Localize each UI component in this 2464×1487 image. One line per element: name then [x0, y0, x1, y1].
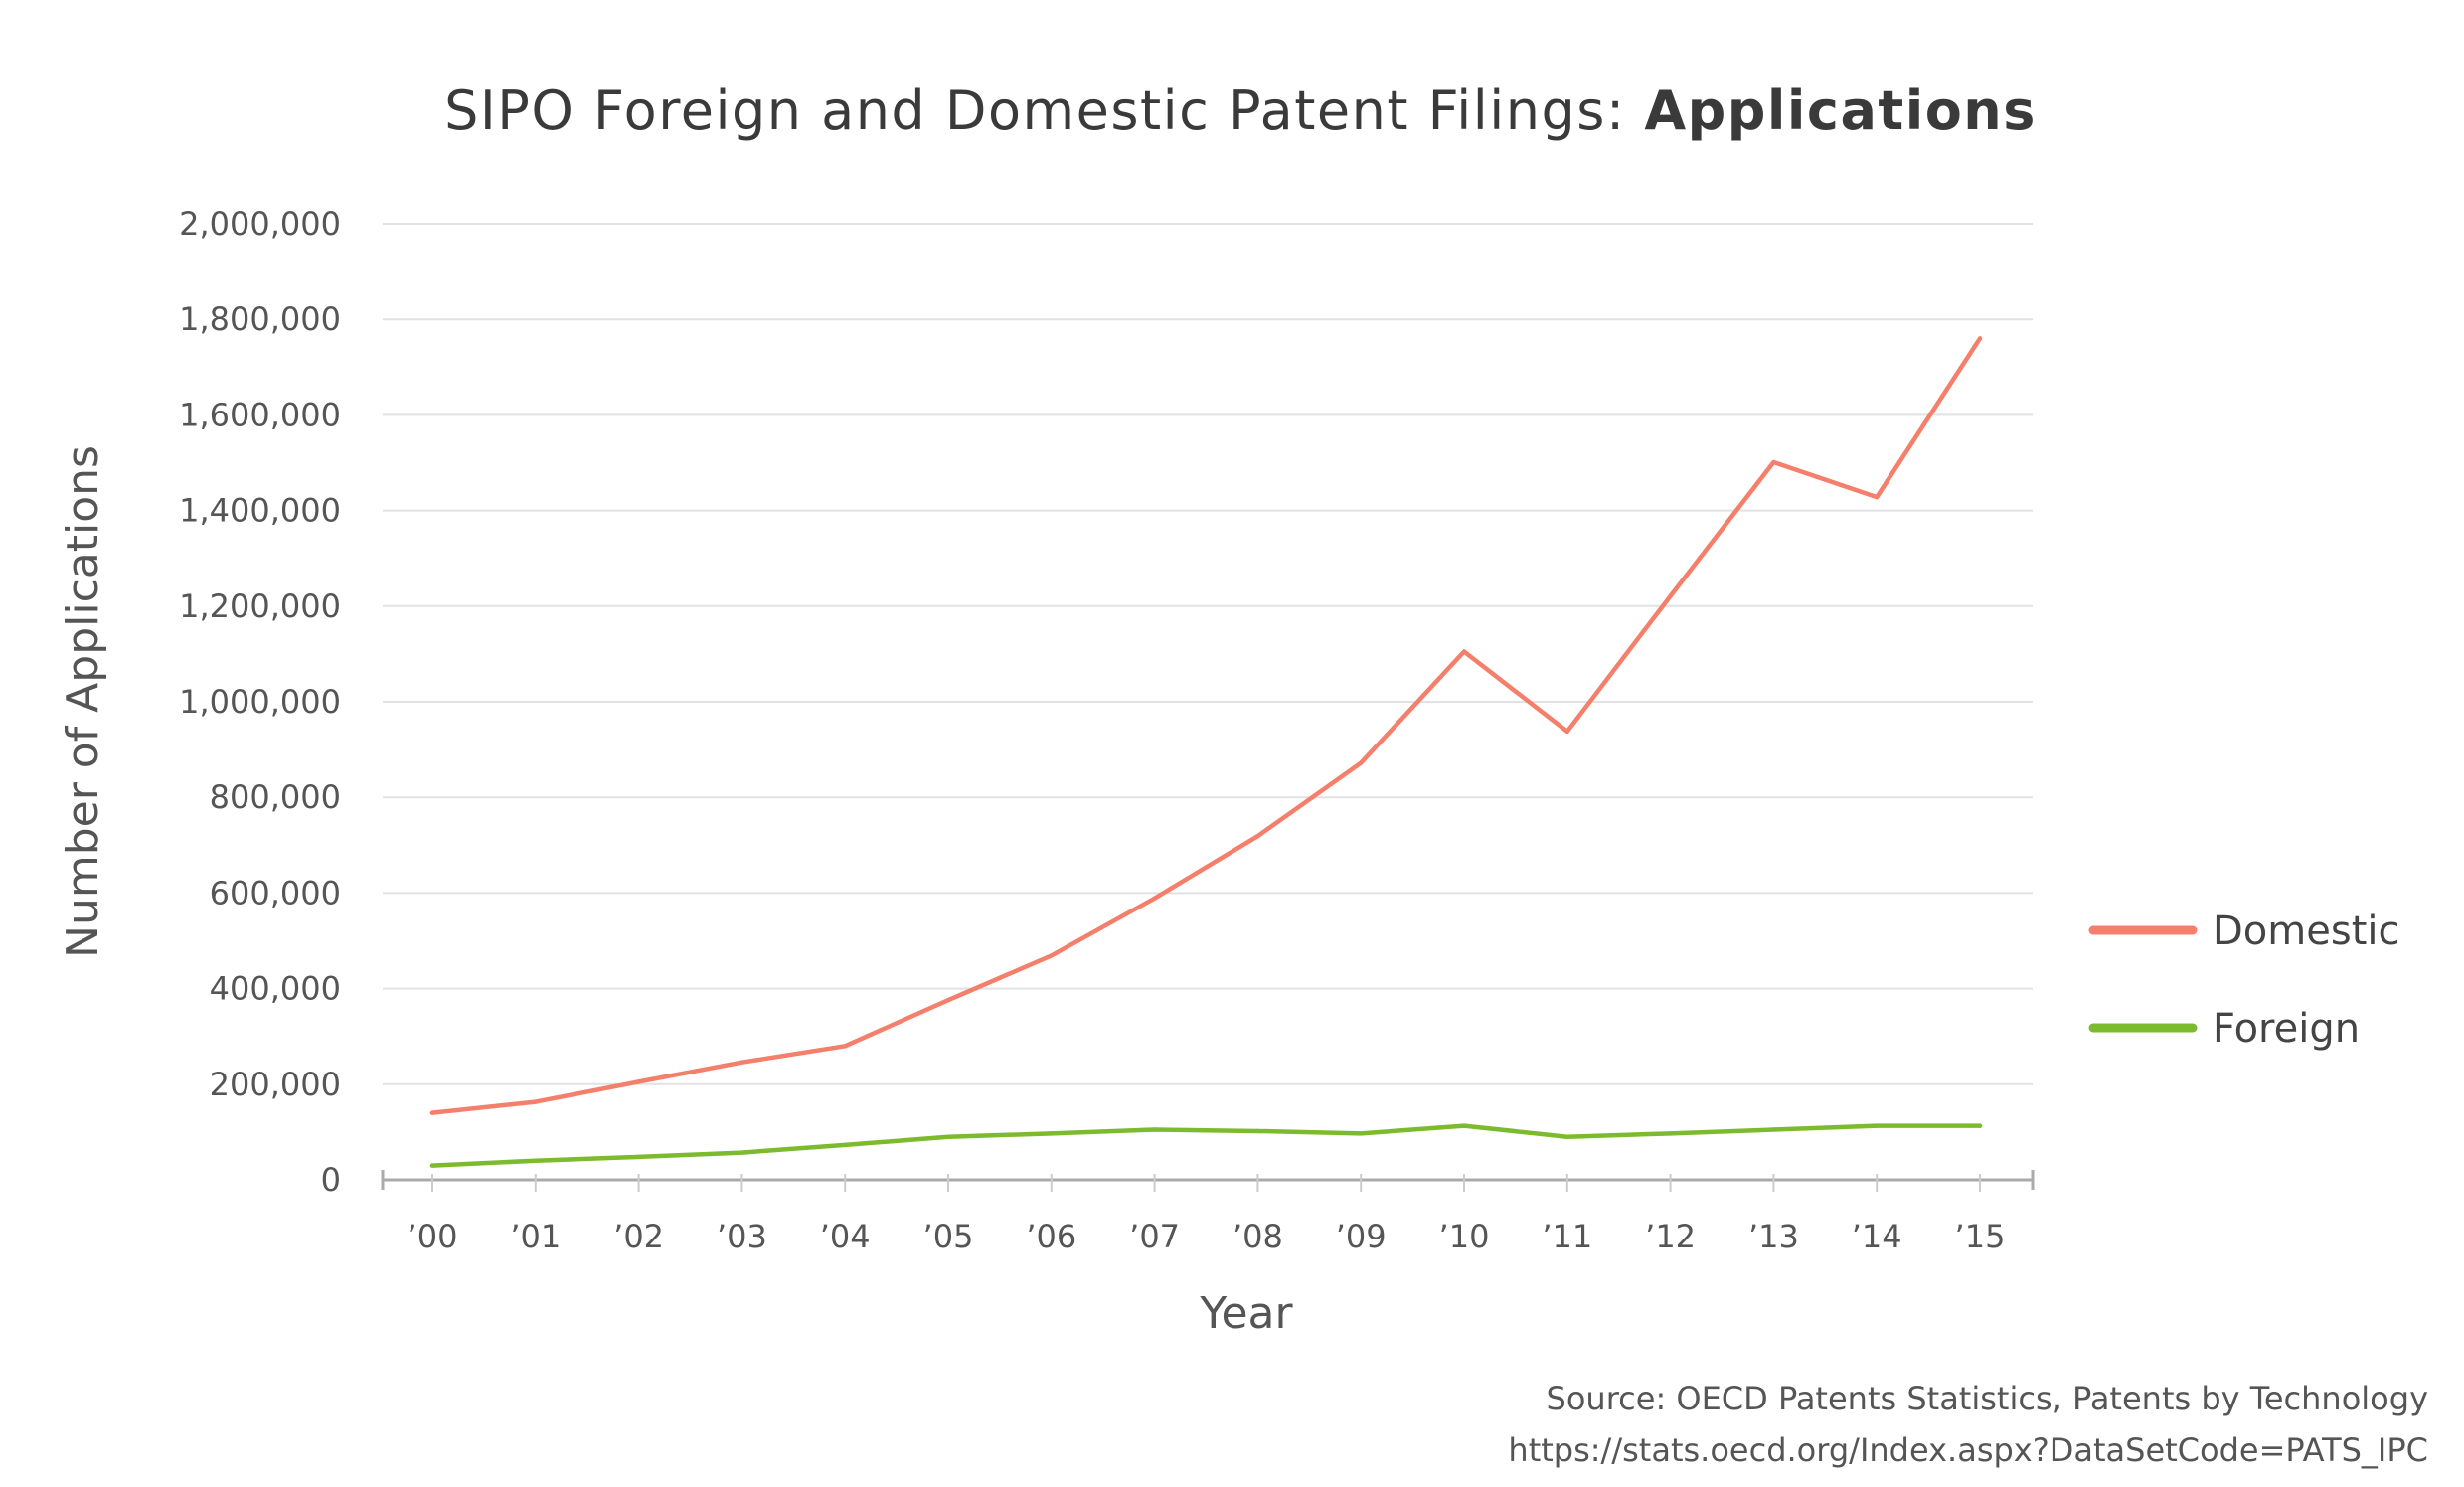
series-line-domestic: [429, 336, 1983, 1115]
series-lines: [429, 336, 1983, 1168]
y-axis-ticks: 0 200,000 400,000 600,000 800,000 1,000,000 1,…: [179, 205, 341, 1199]
data-point-foreign: [1152, 1127, 1157, 1132]
legend-label-domestic: Domestic: [2213, 909, 2399, 954]
data-point-foreign: [1359, 1131, 1364, 1136]
data-point-foreign: [636, 1154, 641, 1160]
y-tick-label: 800,000: [210, 778, 341, 816]
data-point-foreign: [1255, 1128, 1260, 1134]
x-tick-label: ’03: [717, 1218, 767, 1255]
y-tick-label: 200,000: [210, 1066, 341, 1103]
data-point-domestic: [1668, 593, 1673, 598]
y-tick-label: 1,400,000: [179, 492, 341, 530]
x-axis-label: Year: [1199, 1288, 1293, 1339]
y-tick-label: 1,000,000: [179, 683, 341, 721]
data-point-foreign: [1564, 1134, 1570, 1139]
x-tick-label: ’10: [1439, 1218, 1490, 1255]
data-point-foreign: [429, 1163, 435, 1168]
x-tick-label: ’14: [1852, 1218, 1902, 1255]
x-tick-label: ’07: [1129, 1218, 1180, 1255]
y-axis-label: Number of Applications: [58, 445, 108, 958]
x-tick-label: ’09: [1336, 1218, 1387, 1255]
source-text: Source: OECD Patents Statistics, Patents…: [1547, 1380, 2428, 1417]
x-tick-label: ’00: [408, 1218, 458, 1255]
data-point-domestic: [843, 1044, 848, 1049]
data-point-domestic: [429, 1110, 435, 1115]
x-tick-label: ’12: [1645, 1218, 1696, 1255]
data-point-foreign: [1771, 1127, 1776, 1132]
series-line-foreign: [429, 1123, 1983, 1168]
y-tick-label: 1,600,000: [179, 396, 341, 433]
data-point-foreign: [1461, 1123, 1467, 1128]
x-tick-label: ’01: [510, 1218, 561, 1255]
source-url: https://stats.oecd.org/Index.aspx?DataSe…: [1508, 1431, 2428, 1469]
data-point-domestic: [533, 1099, 538, 1104]
data-point-foreign: [1875, 1123, 1880, 1128]
y-tick-label: 1,800,000: [179, 300, 341, 338]
data-point-foreign: [739, 1150, 744, 1155]
x-tick-label: ’13: [1748, 1218, 1799, 1255]
chart-title-bold: Applications: [1644, 80, 2037, 142]
chart-title-main: SIPO Foreign and Domestic Patent Filings…: [444, 80, 1644, 142]
data-point-foreign: [533, 1158, 538, 1163]
data-point-domestic: [1771, 459, 1776, 465]
data-point-foreign: [1668, 1131, 1673, 1136]
x-tick-label: ’08: [1232, 1218, 1283, 1255]
data-point-domestic: [1977, 336, 1983, 341]
data-point-foreign: [1049, 1131, 1055, 1136]
data-point-foreign: [1977, 1123, 1983, 1128]
x-tick-label: ’04: [820, 1218, 871, 1255]
y-tick-label: 1,200,000: [179, 587, 341, 625]
y-tick-label: 0: [321, 1161, 341, 1199]
gridlines: [383, 223, 2033, 1085]
x-tick-label: ’05: [923, 1218, 974, 1255]
x-tick-label: ’15: [1955, 1218, 2006, 1255]
data-point-domestic: [1049, 953, 1055, 958]
data-point-domestic: [1359, 760, 1364, 765]
legend-label-foreign: Foreign: [2213, 1006, 2360, 1052]
legend: Domestic Foreign: [2088, 909, 2399, 1052]
y-tick-label: 600,000: [210, 874, 341, 911]
x-tick-label: ’02: [613, 1218, 664, 1255]
data-point-foreign: [945, 1134, 951, 1139]
x-axis: ’00 ’01 ’02 ’03 ’04 ’05 ’06 ’07 ’08 ’09 ’10 ’11 ’12 ’…: [381, 1170, 2035, 1255]
data-point-foreign: [843, 1142, 848, 1148]
data-point-domestic: [1564, 729, 1570, 735]
data-point-domestic: [636, 1079, 641, 1084]
data-point-domestic: [945, 997, 951, 1003]
data-point-domestic: [739, 1060, 744, 1065]
y-tick-label: 400,000: [210, 970, 341, 1008]
x-tick-label: ’11: [1542, 1218, 1592, 1255]
y-tick-label: 2,000,000: [179, 205, 341, 243]
x-tick-label: ’06: [1026, 1218, 1076, 1255]
chart-title: SIPO Foreign and Domestic Patent Filings…: [444, 80, 2037, 142]
data-point-domestic: [1875, 494, 1880, 500]
data-point-domestic: [1461, 649, 1467, 654]
data-point-domestic: [1152, 896, 1157, 901]
data-point-domestic: [1255, 833, 1260, 839]
